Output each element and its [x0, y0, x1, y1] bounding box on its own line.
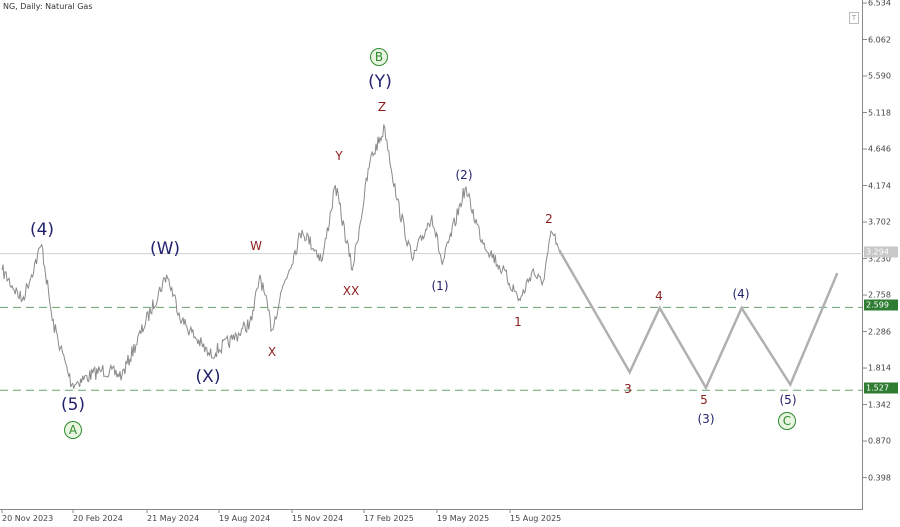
y-tick-label: 5.590 [868, 71, 891, 81]
projection-path [558, 249, 839, 391]
x-tick-label: 17 Feb 2025 [364, 514, 414, 523]
wave-label: (3) [697, 412, 715, 426]
wave-label-circled: A [64, 421, 82, 439]
level-tag: 2.599 [864, 299, 898, 311]
wave-label: (W) [149, 239, 181, 259]
y-tick-label: 0.870 [868, 436, 891, 446]
y-tick-label: 4.174 [868, 181, 891, 191]
x-tick-label: 20 Feb 2024 [73, 514, 123, 523]
y-tick-label: 6.534 [868, 0, 891, 8]
wave-label: (2) [455, 168, 473, 182]
wave-label: (4) [732, 287, 750, 301]
wave-label-circled: C [778, 412, 796, 430]
wave-label: 3 [624, 382, 632, 396]
wave-label: W [250, 239, 262, 253]
wave-label: 1 [514, 315, 522, 329]
y-tick-label: 2.758 [868, 290, 891, 300]
wave-label: 2 [545, 212, 553, 226]
y-tick-label: 3.230 [868, 254, 891, 264]
wave-label: (5) [60, 395, 86, 415]
x-tick-label: 19 Aug 2024 [219, 514, 271, 523]
y-tick-label: 3.702 [868, 217, 891, 227]
price-series [1, 124, 560, 389]
plot-area [0, 0, 863, 510]
y-tick-label: 2.286 [868, 327, 891, 337]
x-tick-label: 15 Nov 2024 [292, 514, 344, 523]
trade-levels-icon[interactable]: T [849, 12, 859, 24]
wave-label: Y [335, 149, 343, 163]
wave-label: XX [342, 284, 360, 298]
x-tick-label: 21 May 2024 [147, 514, 200, 523]
chart-title: NG, Daily: Natural Gas [3, 2, 93, 11]
y-tick-label: 4.646 [868, 144, 891, 154]
x-tick-label: 20 Nov 2023 [2, 514, 54, 523]
wave-label: 4 [655, 289, 663, 303]
current-price-tag: 3.294 [864, 246, 898, 258]
x-tick-label: 15 Aug 2025 [510, 514, 562, 523]
level-tag: 1.527 [864, 382, 898, 394]
wave-label-circled: B [370, 48, 388, 66]
y-tick-label: 0.398 [868, 473, 891, 483]
wave-label: X [267, 345, 277, 359]
wave-label: (4) [29, 220, 55, 240]
y-tick-label: 6.062 [868, 35, 891, 44]
wave-label: (X) [195, 367, 221, 387]
y-tick-label: 5.118 [868, 108, 891, 117]
y-tick-label: 1.814 [868, 363, 891, 373]
wave-label: Z [377, 100, 387, 114]
wave-label: (1) [431, 279, 449, 293]
y-tick-label: 1.342 [868, 400, 891, 410]
wave-label: 5 [700, 393, 708, 407]
x-tick-label: 19 May 2025 [437, 514, 490, 523]
wave-label: (Y) [368, 72, 392, 92]
wave-label: (5) [779, 393, 797, 407]
